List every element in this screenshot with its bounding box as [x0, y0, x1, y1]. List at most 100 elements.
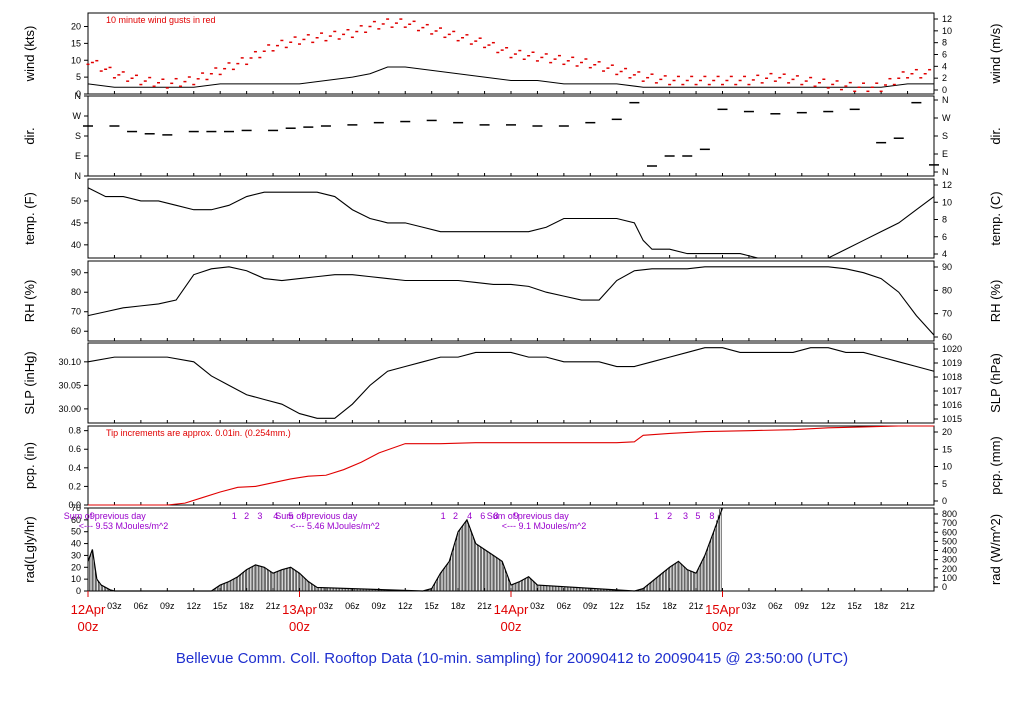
x-tick-label: 15z [424, 601, 439, 611]
y-tick-label-right: 400 [942, 546, 957, 556]
y-tick-label-right: 70 [942, 309, 952, 319]
y-tick-label: 15 [71, 38, 81, 48]
plot-frame [87, 342, 935, 424]
y-tick-label-right: 1018 [942, 372, 962, 382]
x-tick-label: 21z [266, 601, 281, 611]
x-tick-label: 09z [583, 601, 598, 611]
panel-3: 40 45 50 4 6 8 10 12 temp. (F) temp. (C) [22, 178, 1003, 259]
y-tick-label-right: N [942, 167, 949, 177]
y-tick-label: 30.10 [58, 357, 81, 367]
hour-marker: 2 [453, 511, 458, 521]
x-tick-label: 03z [107, 601, 122, 611]
y-tick-label: E [75, 151, 81, 161]
day-label: 12Apr [71, 602, 106, 617]
hour-marker: 1 [441, 511, 446, 521]
y-tick-label-right: 10 [942, 197, 952, 207]
y-tick-label-right: 4 [942, 249, 947, 259]
hour-marker: 8 [494, 511, 499, 521]
hour-marker: 8 [709, 511, 714, 521]
x-tick-label: 18z [451, 601, 466, 611]
panel-7: 0102030405060700100200300400500600700800… [22, 503, 1003, 596]
y-tick-label-right: 20 [942, 427, 952, 437]
y-axis-title: RH (%) [22, 280, 37, 323]
y-tick-label-right: 4 [942, 61, 947, 71]
panel-note: Tip increments are approx. 0.01in. (0.25… [106, 428, 291, 438]
radiation-line [87, 507, 724, 592]
hour-marker: 3 [257, 511, 262, 521]
y-tick-label-right: 500 [942, 536, 957, 546]
y-tick-label: 70 [71, 307, 81, 317]
hour-marker: 5 [695, 511, 700, 521]
y-tick-label-right: 700 [942, 518, 957, 528]
day-label: 15Apr [705, 602, 740, 617]
y-tick-label-right: 5 [942, 479, 947, 489]
radiation-note: <--- 9.1 MJoules/m^2 [502, 521, 587, 531]
figure-title: Bellevue Comm. Coll. Rooftop Data (10-mi… [175, 650, 849, 667]
y-tick-label-right: 800 [942, 509, 957, 519]
x-tick-label: 18z [239, 601, 254, 611]
y-tick-label: 90 [71, 268, 81, 278]
day-hour-label: 00z [78, 619, 99, 634]
y-tick-label-right: 1015 [942, 414, 962, 424]
panel-6: 0.0 0.2 0.4 0.6 0.8 0 5 10 15 20 pcp. (in) pcp. (mm… [22, 425, 1003, 510]
hour-marker: 6 [480, 511, 485, 521]
hour-marker: 4 [467, 511, 472, 521]
y-tick-label-right: 300 [942, 555, 957, 565]
plot-frame [87, 178, 935, 259]
y-tick-label: 0 [76, 89, 81, 99]
y-tick-label: 0.0 [68, 500, 81, 510]
x-tick-label: 03z [319, 601, 334, 611]
x-tick-label: 06z [345, 601, 360, 611]
day-label: 14Apr [494, 602, 529, 617]
x-tick-label: 12z [398, 601, 413, 611]
panel-4: 60 70 80 90 60 70 80 90 RH (%) RH (%) [22, 260, 1003, 342]
y-axis-title-right: wind (m/s) [988, 24, 1003, 85]
y-tick-label-right: 60 [942, 332, 952, 342]
y-tick-label-right: 15 [942, 444, 952, 454]
y-tick-label-right: E [942, 149, 948, 159]
y-tick-label: 50 [71, 196, 81, 206]
y-axis-title-right: temp. (C) [988, 191, 1003, 245]
radiation-note: <--- 9.53 MJoules/m^2 [79, 521, 169, 531]
y-tick-label-right: 1019 [942, 358, 962, 368]
y-axis-title-right: SLP (hPa) [988, 353, 1003, 413]
y-tick-label: 20 [71, 22, 81, 32]
y-tick-label-right: 0 [942, 582, 947, 592]
y-tick-label-right: 1020 [942, 344, 962, 354]
radiation-note: Sum of previous day [275, 511, 358, 521]
x-tick-label: 21z [477, 601, 492, 611]
hour-marker: 4 [273, 511, 278, 521]
y-tick-label: 45 [71, 218, 81, 228]
y-tick-label-right: 10 [942, 26, 952, 36]
y-tick-label-right: 10 [942, 462, 952, 472]
x-tick-label: 09z [795, 601, 810, 611]
hour-marker: 9 [514, 511, 519, 521]
hour-marker: 1 [232, 511, 237, 521]
y-tick-label-right: 12 [942, 180, 952, 190]
radiation-note: <--- 5.46 MJoules/m^2 [290, 521, 380, 531]
y-axis-title-right: dir. [988, 127, 1003, 144]
x-tick-label: 12z [186, 601, 201, 611]
y-tick-label: 60 [71, 515, 81, 525]
panel-5: 30.00 30.05 30.10 1015 1016 1017 1018 1019 1020 S… [22, 342, 1003, 424]
y-tick-label: S [75, 131, 81, 141]
y-tick-label: 0.2 [68, 481, 81, 491]
radiation-note: Sum of previous day [487, 511, 570, 521]
y-tick-label: 30.05 [58, 380, 81, 390]
y-tick-label: 0.4 [68, 463, 81, 473]
plot-frame [87, 95, 935, 177]
hour-marker: 9 [90, 511, 95, 521]
y-tick-label: 40 [71, 240, 81, 250]
y-tick-label: 20 [71, 562, 81, 572]
x-tick-label: 03z [742, 601, 757, 611]
x-tick-label: 12z [609, 601, 624, 611]
y-tick-label-right: 0 [942, 496, 947, 506]
y-tick-label: N [75, 171, 82, 181]
hour-marker: 9 [301, 511, 306, 521]
y-tick-label-right: 0 [942, 85, 947, 95]
y-tick-label-right: S [942, 131, 948, 141]
x-tick-label: 21z [900, 601, 915, 611]
y-tick-label: 10 [71, 574, 81, 584]
day-hour-label: 00z [289, 619, 310, 634]
